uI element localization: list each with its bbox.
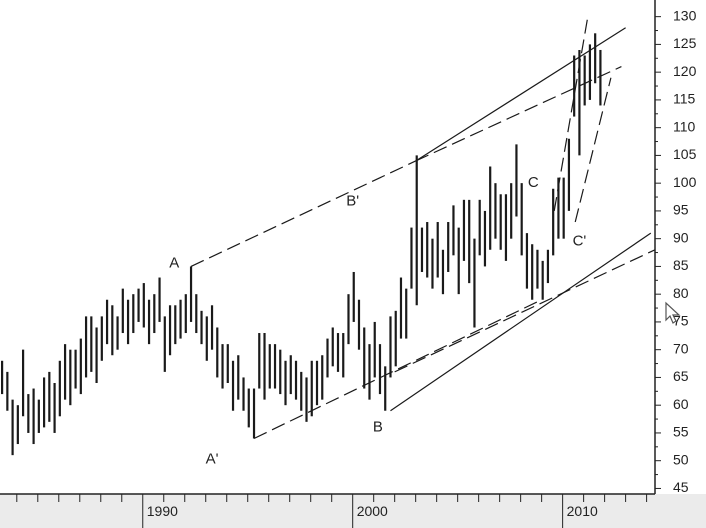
y-tick-label: 75 [673,313,689,329]
y-tick-label: 50 [673,451,689,467]
solid-trendline [415,27,626,162]
dashed-trendline [253,299,542,440]
y-axis-corner-band [655,494,706,528]
price-bars-group [0,33,602,456]
y-tick-label: 70 [673,340,689,356]
dashed-trendline [190,160,416,267]
y-tick-label: 85 [673,257,689,273]
x-tick-label: 2000 [357,503,388,519]
y-tick-label: 130 [673,7,697,23]
mouse-cursor-icon [665,301,681,324]
annotation-label: A' [206,451,219,468]
annotation-label: A [169,255,179,272]
annotation-label: C' [573,232,587,249]
x-axis-band [0,494,655,528]
trendlines-group [190,16,656,440]
y-tick-label: 60 [673,396,689,412]
solid-trendline [390,232,652,412]
annotation-label: B [373,418,383,435]
y-tick-label: 110 [673,118,696,134]
y-tick-label: 115 [673,91,696,107]
annotation-label: C [528,174,539,191]
y-tick-label: 105 [673,146,697,162]
x-tick-label: 1990 [147,503,178,519]
y-tick-label: 80 [673,285,689,301]
y-tick-label: 65 [673,368,689,384]
y-tick-label: 55 [673,424,689,440]
y-tick-label: 125 [673,35,697,51]
y-tick-label: 120 [673,63,697,79]
y-tick-label: 90 [673,229,689,245]
dashed-trendline [553,16,589,212]
annotation-label: B' [346,192,359,209]
y-tick-label: 100 [673,174,697,190]
dashed-trendline [394,249,656,373]
dashed-trendline [415,66,622,162]
annotations-group: A A' B' B C C' [169,174,586,467]
y-tick-label: 95 [673,202,689,218]
dashed-trendline [574,77,612,223]
y-tick-label: 45 [673,479,689,495]
x-tick-label: 2010 [567,503,598,519]
